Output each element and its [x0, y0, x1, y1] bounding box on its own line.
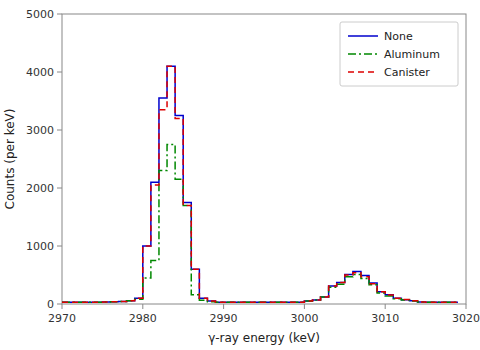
x-tick-label: 3000: [290, 312, 318, 325]
series-line: [62, 66, 458, 302]
x-tick-label: 2990: [210, 312, 238, 325]
legend-swatch: [348, 53, 378, 55]
background: [0, 0, 480, 350]
y-tick: [57, 188, 62, 189]
x-tick-label: 3020: [452, 312, 480, 325]
x-axis-label: γ-ray energy (keV): [208, 331, 320, 345]
x-tick-label: 2970: [48, 312, 76, 325]
y-tick-label: 0: [47, 298, 54, 311]
y-tick: [57, 14, 62, 15]
x-tick: [62, 304, 63, 309]
y-tick-label: 3000: [26, 124, 54, 137]
y-tick-label: 1000: [26, 240, 54, 253]
plot-frame: [62, 14, 466, 304]
x-tick-label: 3010: [371, 312, 399, 325]
x-tick-label: 2980: [129, 312, 157, 325]
y-tick: [57, 72, 62, 73]
series-line: [62, 66, 458, 302]
legend-swatch: [348, 71, 378, 73]
legend-label: Aluminum: [384, 48, 440, 61]
y-tick-label: 2000: [26, 182, 54, 195]
y-tick-label: 5000: [26, 8, 54, 21]
y-tick-label: 4000: [26, 66, 54, 79]
x-tick: [223, 304, 224, 309]
legend: None Aluminum Canister: [340, 22, 458, 86]
x-tick: [385, 304, 386, 309]
y-tick: [57, 130, 62, 131]
y-axis-label: Counts (per keV): [3, 109, 17, 210]
x-tick: [466, 304, 467, 309]
legend-swatch: [348, 35, 378, 37]
plot-area: [62, 66, 458, 302]
series-line: [62, 145, 458, 303]
x-tick: [142, 304, 143, 309]
y-tick: [57, 246, 62, 247]
legend-label: Canister: [384, 66, 430, 79]
legend-label: None: [384, 30, 413, 43]
x-tick: [304, 304, 305, 309]
chart: 2970 2980 2990 3000 3010 3020 0 1000 2000 3000 400…: [0, 0, 480, 350]
legend-box: [340, 22, 458, 86]
y-tick: [57, 304, 62, 305]
